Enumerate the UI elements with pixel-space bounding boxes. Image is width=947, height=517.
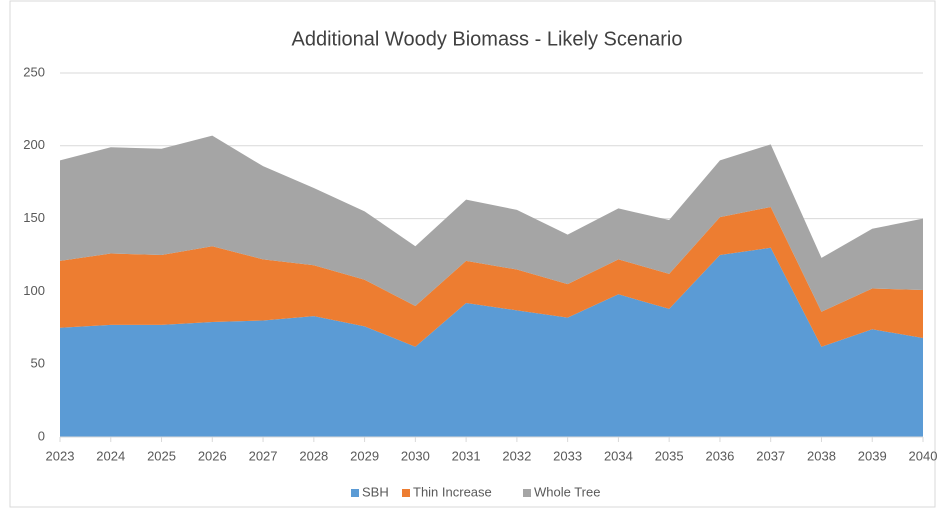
x-tick-label: 2033 (553, 448, 582, 463)
x-tick-label: 2026 (198, 448, 227, 463)
x-tick-label: 2036 (705, 448, 734, 463)
legend-swatch (351, 489, 359, 497)
legend-swatch (523, 489, 531, 497)
legend-label: Whole Tree (534, 484, 600, 499)
x-tick-label: 2039 (858, 448, 887, 463)
y-tick-label: 100 (23, 283, 45, 298)
y-tick-label: 250 (23, 64, 45, 79)
area (60, 206, 923, 347)
y-tick-label: 0 (38, 428, 45, 443)
x-tick-label: 2031 (452, 448, 481, 463)
x-tick-label: 2024 (96, 448, 125, 463)
area (60, 247, 923, 437)
x-tick-label: 2028 (299, 448, 328, 463)
y-tick-label: 50 (31, 356, 45, 371)
x-tick-label: 2023 (46, 448, 75, 463)
legend-swatch (402, 489, 410, 497)
y-tick-label: 150 (23, 210, 45, 225)
legend-label: Thin Increase (413, 484, 492, 499)
x-tick-label: 2040 (909, 448, 938, 463)
x-tick-label: 2032 (502, 448, 531, 463)
x-tick-label: 2037 (756, 448, 785, 463)
chart-title: Additional Woody Biomass - Likely Scenar… (292, 28, 683, 50)
x-tick-label: 2034 (604, 448, 633, 463)
x-tick-label: 2035 (655, 448, 684, 463)
area (60, 135, 923, 312)
x-tick-label: 2030 (401, 448, 430, 463)
y-tick-label: 200 (23, 137, 45, 152)
legend-label: SBH (362, 484, 389, 499)
x-tick-label: 2038 (807, 448, 836, 463)
x-tick-label: 2027 (249, 448, 278, 463)
x-tick-label: 2029 (350, 448, 379, 463)
x-tick-label: 2025 (147, 448, 176, 463)
